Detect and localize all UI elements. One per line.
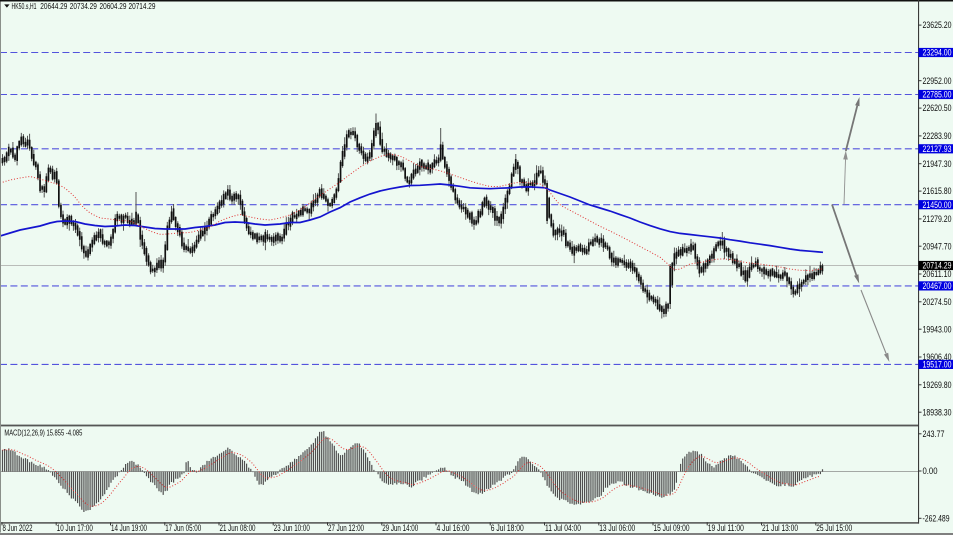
svg-text:0.00: 0.00	[923, 466, 938, 476]
svg-text:19269.80: 19269.80	[923, 380, 952, 390]
svg-text:17 Jun 05:00: 17 Jun 05:00	[165, 523, 201, 533]
svg-text:8 Jun 2022: 8 Jun 2022	[3, 523, 33, 533]
svg-text:20467.00: 20467.00	[923, 281, 952, 291]
svg-text:20947.70: 20947.70	[923, 241, 952, 251]
svg-text:19 Jul 11:00: 19 Jul 11:00	[708, 523, 744, 533]
svg-text:243.77: 243.77	[923, 429, 945, 439]
svg-text:19606.40: 19606.40	[923, 352, 952, 362]
svg-text:22283.90: 22283.90	[923, 131, 952, 141]
svg-text:20714.29: 20714.29	[923, 261, 952, 271]
svg-text:11 Jul 04:00: 11 Jul 04:00	[545, 523, 581, 533]
svg-text:21 Jun 08:00: 21 Jun 08:00	[220, 523, 256, 533]
svg-text:19943.00: 19943.00	[923, 324, 952, 334]
svg-text:14 Jun 19:00: 14 Jun 19:00	[111, 523, 147, 533]
svg-text:MACD(12,26,9) 15.855 -4.085: MACD(12,26,9) 15.855 -4.085	[4, 428, 82, 438]
svg-text:21615.80: 21615.80	[923, 186, 952, 196]
svg-text:22620.50: 22620.50	[923, 103, 952, 113]
svg-text:-262.489: -262.489	[923, 513, 950, 523]
svg-text:23294.00: 23294.00	[923, 48, 952, 58]
svg-text:21279.20: 21279.20	[923, 214, 952, 224]
svg-text:21947.30: 21947.30	[923, 159, 952, 169]
svg-text:21450.00: 21450.00	[923, 200, 952, 210]
svg-text:20644.29: 20644.29	[40, 1, 67, 11]
svg-text:21 Jul 13:00: 21 Jul 13:00	[762, 523, 798, 533]
svg-text:25 Jul 15:00: 25 Jul 15:00	[816, 523, 852, 533]
svg-text:20734.29: 20734.29	[70, 1, 97, 11]
svg-text:19517.00: 19517.00	[923, 360, 952, 370]
svg-text:23 Jun 10:00: 23 Jun 10:00	[274, 523, 310, 533]
svg-text:15 Jul 09:00: 15 Jul 09:00	[654, 523, 690, 533]
svg-text:HK50.s,H1: HK50.s,H1	[12, 1, 37, 11]
svg-text:10 Jun 17:00: 10 Jun 17:00	[57, 523, 93, 533]
svg-text:4 Jul 16:00: 4 Jul 16:00	[437, 523, 470, 533]
svg-text:18938.30: 18938.30	[923, 407, 952, 417]
svg-text:29 Jun 14:00: 29 Jun 14:00	[382, 523, 418, 533]
svg-text:6 Jul 18:00: 6 Jul 18:00	[491, 523, 524, 533]
svg-text:22127.93: 22127.93	[923, 144, 952, 154]
svg-text:20604.29: 20604.29	[100, 1, 127, 11]
svg-text:20274.50: 20274.50	[923, 297, 952, 307]
svg-text:13 Jul 06:00: 13 Jul 06:00	[599, 523, 635, 533]
svg-text:22785.00: 22785.00	[923, 90, 952, 100]
svg-text:27 Jun 12:00: 27 Jun 12:00	[328, 523, 364, 533]
svg-text:20611.10: 20611.10	[923, 269, 952, 279]
svg-text:22952.00: 22952.00	[923, 76, 952, 86]
svg-text:20714.29: 20714.29	[129, 1, 156, 11]
svg-text:23625.20: 23625.20	[923, 20, 952, 30]
